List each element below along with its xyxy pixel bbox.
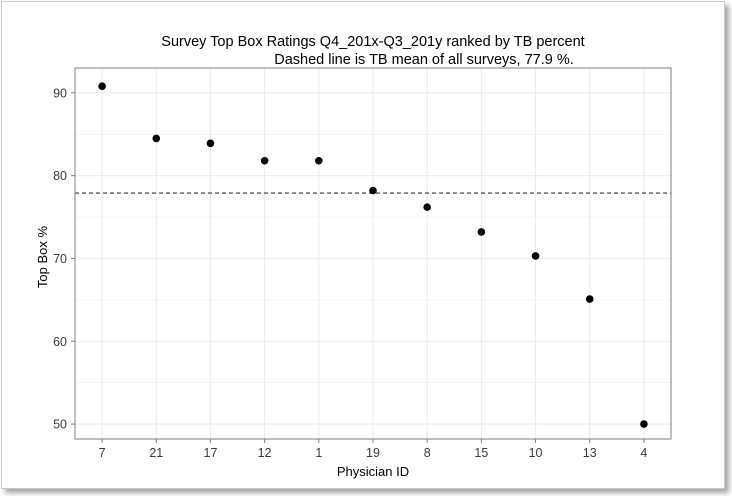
y-tick-label: 70 <box>53 252 67 266</box>
data-point <box>260 156 269 165</box>
x-axis-ticks: 7 21 17 12 1 19 8 15 10 13 4 <box>99 439 647 460</box>
chart-frame: Survey Top Box Ratings Q4_201x-Q3_201y r… <box>1 1 725 489</box>
chart-title: Survey Top Box Ratings Q4_201x-Q3_201y r… <box>161 34 584 50</box>
data-point <box>98 82 106 91</box>
x-axis-title: Physician ID <box>337 464 409 479</box>
y-axis-title: Top Box % <box>35 225 50 288</box>
x-tick-label: 21 <box>149 446 163 460</box>
x-tick-label: 12 <box>258 446 272 460</box>
gridlines <box>75 68 671 439</box>
data-point <box>640 420 648 428</box>
y-tick-label: 80 <box>53 169 67 183</box>
y-tick-label: 60 <box>53 335 67 349</box>
data-point <box>531 252 540 260</box>
x-tick-label: 8 <box>424 446 431 460</box>
x-tick-label: 4 <box>640 446 647 460</box>
y-tick-label: 90 <box>53 86 67 100</box>
data-point <box>152 134 161 143</box>
data-point <box>477 228 486 236</box>
data-point <box>206 139 215 148</box>
chart-subtitle: Dashed line is TB mean of all surveys, 7… <box>274 52 574 68</box>
x-tick-label: 1 <box>315 446 322 460</box>
y-tick-label: 50 <box>53 418 67 432</box>
data-points <box>98 82 648 428</box>
data-point <box>423 203 431 211</box>
y-axis-ticks: 50 60 70 80 90 <box>53 86 75 432</box>
data-point <box>369 186 377 195</box>
data-point <box>315 156 323 165</box>
x-tick-label: 19 <box>366 446 380 460</box>
x-tick-label: 10 <box>529 446 543 460</box>
chart: Survey Top Box Ratings Q4_201x-Q3_201y r… <box>35 34 672 479</box>
x-tick-label: 15 <box>474 446 488 460</box>
x-tick-label: 17 <box>204 446 218 460</box>
x-tick-label: 7 <box>99 446 106 460</box>
data-point <box>585 295 594 303</box>
x-tick-label: 13 <box>583 446 597 460</box>
